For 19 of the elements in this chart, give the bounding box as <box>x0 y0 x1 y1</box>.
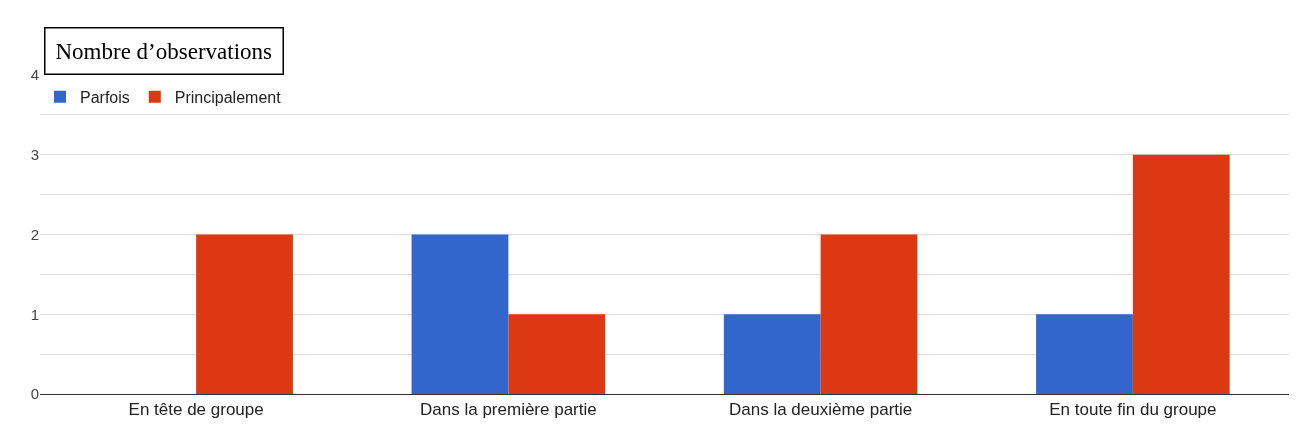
legend-label: Principalement <box>174 88 282 106</box>
x-tick-label: Dans la deuxième partie <box>728 400 913 420</box>
y-tick-label: 4 <box>30 66 39 84</box>
legend-label: Parfois <box>80 88 130 106</box>
y-tick-label: 0 <box>30 385 39 403</box>
x-tick-label: Dans la première partie <box>420 400 597 420</box>
y-tick-label: 3 <box>30 146 39 163</box>
bar <box>1132 154 1230 394</box>
y-tick-label: 2 <box>30 225 39 243</box>
bar <box>508 314 606 394</box>
chart-title: Nombre d’observations <box>55 38 273 64</box>
bar <box>820 234 918 394</box>
bar <box>411 234 509 394</box>
x-tick-label: En toute fin du groupe <box>1049 400 1217 420</box>
bar <box>1036 314 1133 394</box>
bar <box>196 234 293 394</box>
bar <box>723 314 821 394</box>
x-tick-label: En tête de groupe <box>128 400 264 420</box>
y-tick-label: 1 <box>30 305 39 323</box>
